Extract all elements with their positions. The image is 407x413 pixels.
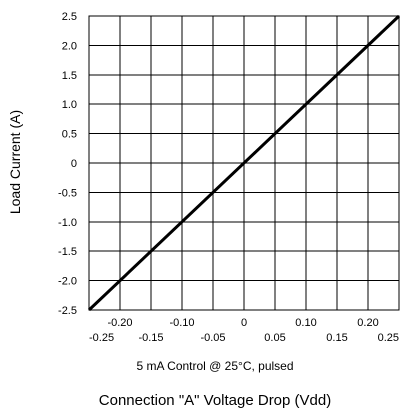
y-tick-label: 2.0 <box>62 40 77 52</box>
x-tick-label: -0.15 <box>138 332 163 344</box>
x-tick-labels: -0.20 -0.10 0 0.10 0.20 -0.25 -0.15 -0.05 0.05 0.… <box>89 317 399 344</box>
y-tick-label: -0.5 <box>58 187 77 199</box>
x-tick-label: 0.15 <box>326 332 347 344</box>
x-tick-label: 0 <box>241 317 247 329</box>
series-line <box>87 14 401 312</box>
axes <box>88 15 400 311</box>
plot-frame <box>88 15 400 311</box>
x-axis-title: Connection "A" Voltage Drop (Vdd) <box>99 392 331 409</box>
y-tick-label: 1.5 <box>62 70 77 82</box>
y-tick-label: -1.0 <box>58 217 77 229</box>
y-tick-label: -2.0 <box>58 276 77 288</box>
y-tick-label: 1.0 <box>62 99 77 111</box>
x-tick-label: -0.05 <box>200 332 225 344</box>
y-tick-label: -2.5 <box>58 305 77 317</box>
y-tick-label: 2.5 <box>62 11 77 23</box>
x-tick-label: 0.10 <box>295 317 316 329</box>
chart-annotation: 5 mA Control @ 25°C, pulsed <box>136 359 293 373</box>
y-tick-labels: 2.5 2.0 1.5 1.0 0.5 0 -0.5 -1.0 -1.5 -2.0 -2.5 <box>58 11 77 317</box>
x-tick-label: 0.05 <box>264 332 285 344</box>
x-tick-label: -0.20 <box>107 317 132 329</box>
y-tick-label: 0.5 <box>62 129 77 141</box>
x-tick-label: -0.25 <box>89 332 114 344</box>
x-tick-label: -0.10 <box>169 317 194 329</box>
y-tick-label: 0 <box>71 158 77 170</box>
y-tick-label: -1.5 <box>58 246 77 258</box>
x-tick-label: 0.25 <box>378 332 399 344</box>
series-layer <box>87 14 401 312</box>
y-axis-title: Load Current (A) <box>7 110 23 214</box>
x-tick-label: 0.20 <box>357 317 378 329</box>
